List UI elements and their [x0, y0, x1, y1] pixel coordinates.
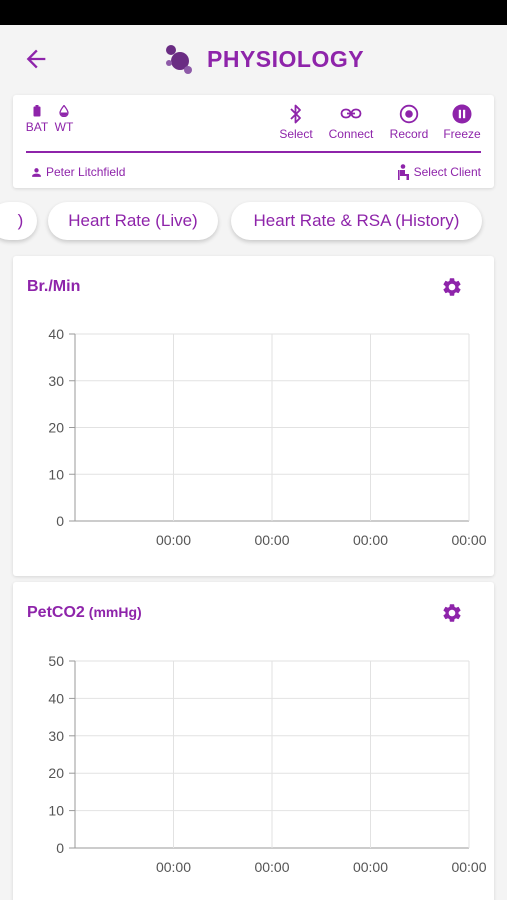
freeze-button[interactable]: Freeze	[440, 104, 484, 141]
x-tick-label: 00:00	[254, 859, 289, 875]
bluetooth-icon	[290, 104, 301, 124]
page-title: PHYSIOLOGY	[207, 46, 365, 72]
y-tick-label: 10	[48, 803, 64, 819]
device-panel: BAT WT Select Connect Record	[13, 95, 494, 188]
y-tick-label: 10	[48, 466, 64, 482]
record-icon	[399, 104, 419, 124]
battery-label: BAT	[25, 120, 49, 134]
connect-button[interactable]: Connect	[326, 104, 376, 141]
water-drop-icon	[59, 105, 69, 117]
chart-title-text: PetCO2	[27, 604, 85, 621]
app-bar: PHYSIOLOGY	[0, 25, 507, 91]
breath-rate-chart-card: Br./Min 0 10 20 30 40 00:00 00:00 00:00 00:00	[13, 256, 494, 576]
record-button[interactable]: Record	[386, 104, 432, 141]
pause-icon	[452, 104, 472, 124]
x-tick-label: 00:00	[254, 532, 289, 548]
divider	[26, 151, 481, 153]
chart-unit: (mmHg)	[88, 604, 142, 620]
x-tick-label: 00:00	[353, 859, 388, 875]
x-tick-label: 00:00	[353, 532, 388, 548]
chart-title-text: Br./Min	[27, 278, 81, 295]
y-tick-label: 0	[56, 513, 64, 529]
current-user: Peter Litchfield	[30, 165, 125, 179]
back-button[interactable]	[22, 45, 50, 73]
tab-previous[interactable]: )	[0, 202, 37, 240]
x-tick-label: 00:00	[451, 859, 486, 875]
chart-title: PetCO2 (mmHg)	[27, 604, 142, 622]
user-name: Peter Litchfield	[46, 165, 126, 179]
select-device-label: Select	[279, 127, 313, 141]
gear-icon[interactable]	[441, 276, 463, 298]
y-tick-label: 40	[48, 690, 64, 706]
freeze-label: Freeze	[443, 127, 481, 141]
x-tick-label: 00:00	[156, 532, 191, 548]
y-tick-label: 30	[48, 373, 64, 389]
client-seated-icon	[397, 164, 409, 180]
link-icon	[340, 108, 362, 119]
select-client-label: Select Client	[413, 165, 481, 179]
y-tick-label: 20	[48, 420, 64, 436]
petco2-chart-card: PetCO2 (mmHg) 0 10 20 30 40 50 00:00 00:00 00:00 0…	[13, 582, 494, 900]
x-tick-label: 00:00	[156, 859, 191, 875]
record-label: Record	[389, 127, 429, 141]
select-client-button[interactable]: Select Client	[397, 164, 481, 180]
tab-heart-rate-rsa-history[interactable]: Heart Rate & RSA (History)	[231, 202, 482, 240]
chart-title: Br./Min	[27, 278, 80, 296]
battery-indicator: BAT	[25, 105, 49, 134]
tab-heart-rate-rsa-history-label: Heart Rate & RSA (History)	[253, 211, 460, 230]
y-tick-label: 30	[48, 728, 64, 744]
select-device-button[interactable]: Select	[278, 104, 314, 141]
tab-heart-rate-live[interactable]: Heart Rate (Live)	[48, 202, 218, 240]
connect-label: Connect	[328, 127, 374, 141]
tab-heart-rate-live-label: Heart Rate (Live)	[68, 211, 198, 230]
tab-previous-label: )	[17, 211, 24, 230]
y-tick-label: 40	[48, 326, 64, 342]
gear-icon[interactable]	[441, 602, 463, 624]
wt-indicator: WT	[53, 105, 75, 134]
molecule-logo	[166, 45, 192, 74]
y-tick-label: 0	[56, 840, 64, 856]
status-bar	[0, 0, 507, 25]
wt-label: WT	[54, 120, 74, 134]
y-tick-label: 50	[48, 653, 64, 669]
petco2-plot: 0 10 20 30 40 50 00:00 00:00 00:00 00:00	[48, 653, 486, 875]
battery-icon	[33, 105, 41, 117]
breath-rate-plot: 0 10 20 30 40 00:00 00:00 00:00 00:00	[48, 326, 486, 548]
y-tick-label: 20	[48, 765, 64, 781]
x-tick-label: 00:00	[451, 532, 486, 548]
arrow-left-icon	[26, 49, 46, 69]
person-icon	[32, 167, 41, 177]
